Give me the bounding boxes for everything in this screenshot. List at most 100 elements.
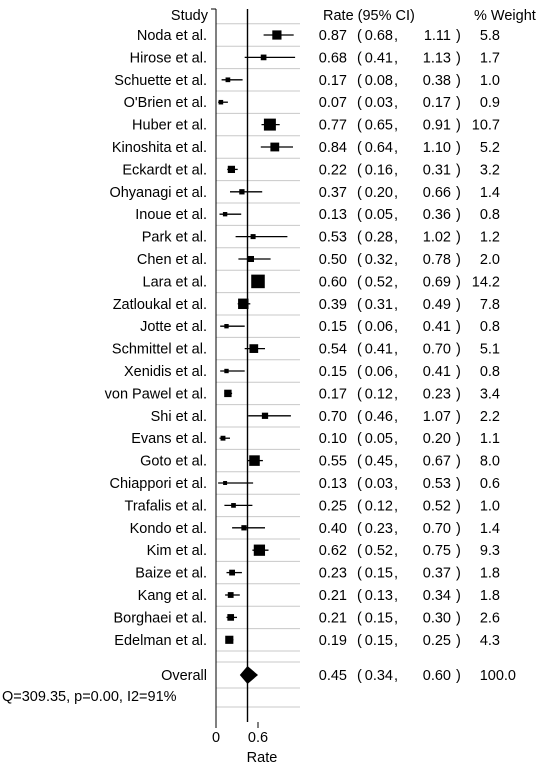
rate-value: 0.77 [319,118,347,134]
ci-open-paren: ( [357,140,362,156]
study-row: Noda et al. 0.87 (0.68, 1.11) 5.8 [137,28,500,44]
ci-open-paren: ( [357,633,362,649]
study-row: Lara et al. 0.60 (0.52, 0.69) 14.2 [143,274,501,290]
ci-low-value: 0.03 [365,95,393,111]
weight-value: 1.0 [480,73,500,89]
rate-value: 0.13 [319,476,347,492]
rate-value: 0.13 [319,207,347,223]
ci-high-value: 0.30 [423,610,451,626]
rate-value: 0.07 [319,95,347,111]
ci-comma: , [394,73,398,89]
ci-comma: , [394,409,398,425]
rate-value: 0.54 [319,342,347,358]
study-row: Schuette et al. 0.17 (0.08, 0.38) 1.0 [114,73,500,89]
study-rows: Noda et al. 0.87 (0.68, 1.11) 5.8 Hirose et a… [105,28,500,649]
ci-high-value: 0.49 [423,297,451,313]
rate-ci-header: Rate (95% CI) [323,8,415,24]
point-estimate-box [241,525,247,531]
ci-low-value: 0.15 [365,566,393,582]
rate-value: 0.21 [319,610,347,626]
ci-comma: , [394,364,398,380]
ci-low-value: 0.16 [365,162,393,178]
study-name: Borghaei et al. [113,610,207,626]
rate-value: 0.15 [319,364,347,380]
ci-comma: , [394,319,398,335]
ci-high-value: 0.31 [423,162,451,178]
ci-comma: , [394,668,398,684]
ci-open-paren: ( [357,498,362,514]
rate-value: 0.25 [319,498,347,514]
ci-comma: , [394,566,398,582]
ci-comma: , [394,274,398,290]
ci-open-paren: ( [357,454,362,470]
ci-close-paren: ) [456,118,461,134]
ci-close-paren: ) [456,566,461,582]
point-estimate-box [272,30,282,40]
ci-comma: , [394,230,398,246]
point-estimate-box [249,344,259,353]
ci-high-value: 0.67 [423,454,451,470]
point-estimate-box [227,614,235,621]
ci-low-value: 0.05 [365,431,393,447]
ci-close-paren: ) [456,543,461,559]
ci-open-paren: ( [357,588,362,604]
ci-high-value: 0.70 [423,521,451,537]
point-estimate-box [250,234,256,240]
weight-header: % Weight [474,8,536,24]
point-estimate-box [225,77,231,83]
overall-diamond [239,666,258,684]
ci-close-paren: ) [456,454,461,470]
study-row: von Pawel et al. 0.17 (0.12, 0.23) 3.4 [105,386,500,402]
x-tick-label: 0.6 [248,730,268,746]
ci-comma: , [394,207,398,223]
ci-high-value: 0.69 [423,274,451,290]
ci-close-paren: ) [456,274,461,290]
rate-value: 0.23 [319,566,347,582]
study-row: Ohyanagi et al. 0.37 (0.20, 0.66) 1.4 [109,185,500,201]
rate-value: 0.70 [319,409,347,425]
ci-open-paren: ( [357,610,362,626]
ci-low-value: 0.23 [365,521,393,537]
study-name: Zatloukal et al. [113,297,207,313]
ci-high-value: 0.53 [423,476,451,492]
ci-high-value: 0.34 [423,588,451,604]
ci-close-paren: ) [456,207,461,223]
ci-low-value: 0.41 [365,342,393,358]
point-estimate-box [222,212,228,217]
point-estimate-box [270,142,280,152]
ci-low-value: 0.08 [365,73,393,89]
ci-close-paren: ) [456,319,461,335]
ci-high-value: 1.11 [424,28,451,44]
rate-value: 0.50 [319,252,347,268]
weight-value: 1.4 [480,185,500,201]
study-row: Chen et al. 0.50 (0.32, 0.78) 2.0 [137,252,500,268]
weight-value: 1.4 [480,521,500,537]
ci-close-paren: ) [456,364,461,380]
ci-open-paren: ( [357,274,362,290]
ci-close-paren: ) [456,588,461,604]
rate-value: 0.10 [319,431,347,447]
ci-open-paren: ( [357,431,362,447]
ci-open-paren: ( [357,543,362,559]
ci-close-paren: ) [456,610,461,626]
point-estimate-box [224,324,229,329]
rate-value: 0.37 [319,185,347,201]
study-name: Chiappori et al. [109,476,207,492]
ci-high-value: 0.20 [423,431,451,447]
ci-comma: , [394,28,398,44]
ci-low-value: 0.32 [365,252,393,268]
ci-close-paren: ) [456,342,461,358]
study-name: O'Brien et al. [124,95,207,111]
ci-comma: , [394,476,398,492]
rate-value: 0.62 [319,543,347,559]
ci-open-paren: ( [357,50,362,66]
ci-low-value: 0.06 [365,364,393,380]
rate-value: 0.68 [319,50,347,66]
point-estimate-box [261,412,269,419]
weight-value: 3.4 [480,386,500,402]
point-estimate-box [220,435,226,441]
ci-comma: , [394,140,398,156]
ci-close-paren: ) [456,230,461,246]
ci-open-paren: ( [357,185,362,201]
weight-value: 14.2 [472,274,500,290]
